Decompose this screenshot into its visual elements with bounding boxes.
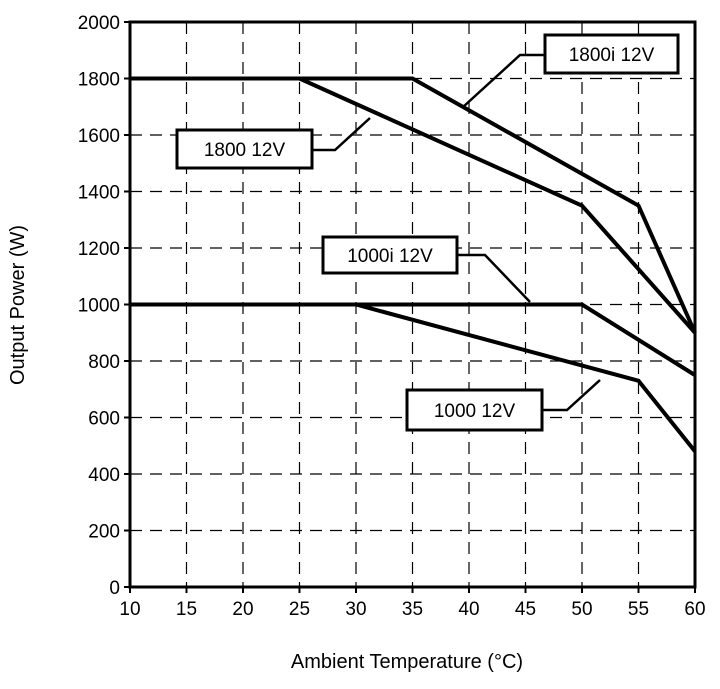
y-tick-label: 1200 [78,239,120,260]
x-tick-label: 60 [684,599,705,620]
x-tick-label: 15 [176,599,197,620]
series-label-box [405,388,544,432]
series-lines [130,76,697,453]
y-tick-label: 1000 [78,296,120,317]
y-axis-label: Output Power (W) [7,225,29,385]
y-tick-label: 0 [109,578,120,599]
series-line-1 [130,76,697,335]
y-tick-label: 400 [88,465,120,486]
x-tick-label: 10 [119,599,140,620]
leader-line [457,253,531,303]
y-tick-label: 1600 [78,126,120,147]
series-labels: 1800i 12V 1800 12V 1000i 12V 1000 12V [175,33,680,432]
x-tick-label: 35 [402,599,423,620]
y-tick-label: 800 [88,352,120,373]
y-tick-label: 2000 [78,13,120,34]
x-tick-label: 50 [571,599,592,620]
tick-labels: 10 15 20 25 30 35 40 45 50 55 60020040060080010001… [78,13,706,620]
x-tick-label: 20 [232,599,253,620]
series-label: 1800i 12V [569,45,655,66]
y-tick-label: 1400 [78,183,120,204]
x-axis-label: Ambient Temperature (°C) [291,651,523,673]
x-tick-label: 40 [458,599,479,620]
y-tick-label: 200 [88,522,120,543]
y-tick-label: 600 [88,409,120,430]
x-tick-label: 30 [345,599,366,620]
leader-line [312,117,371,152]
y-tick-label: 1800 [78,70,120,91]
series-label-box [175,128,314,170]
series-label-box [321,235,459,275]
leader-line [462,53,545,108]
series-label: 1800 12V [204,140,286,161]
series-label: 1000i 12V [347,246,433,267]
leader-line [542,379,601,412]
series-label: 1000 12V [434,401,516,422]
x-tick-label: 45 [515,599,536,620]
series-line-3 [130,302,697,453]
x-tick-label: 25 [289,599,310,620]
series-label-box [543,33,680,75]
x-tick-label: 55 [628,599,649,620]
